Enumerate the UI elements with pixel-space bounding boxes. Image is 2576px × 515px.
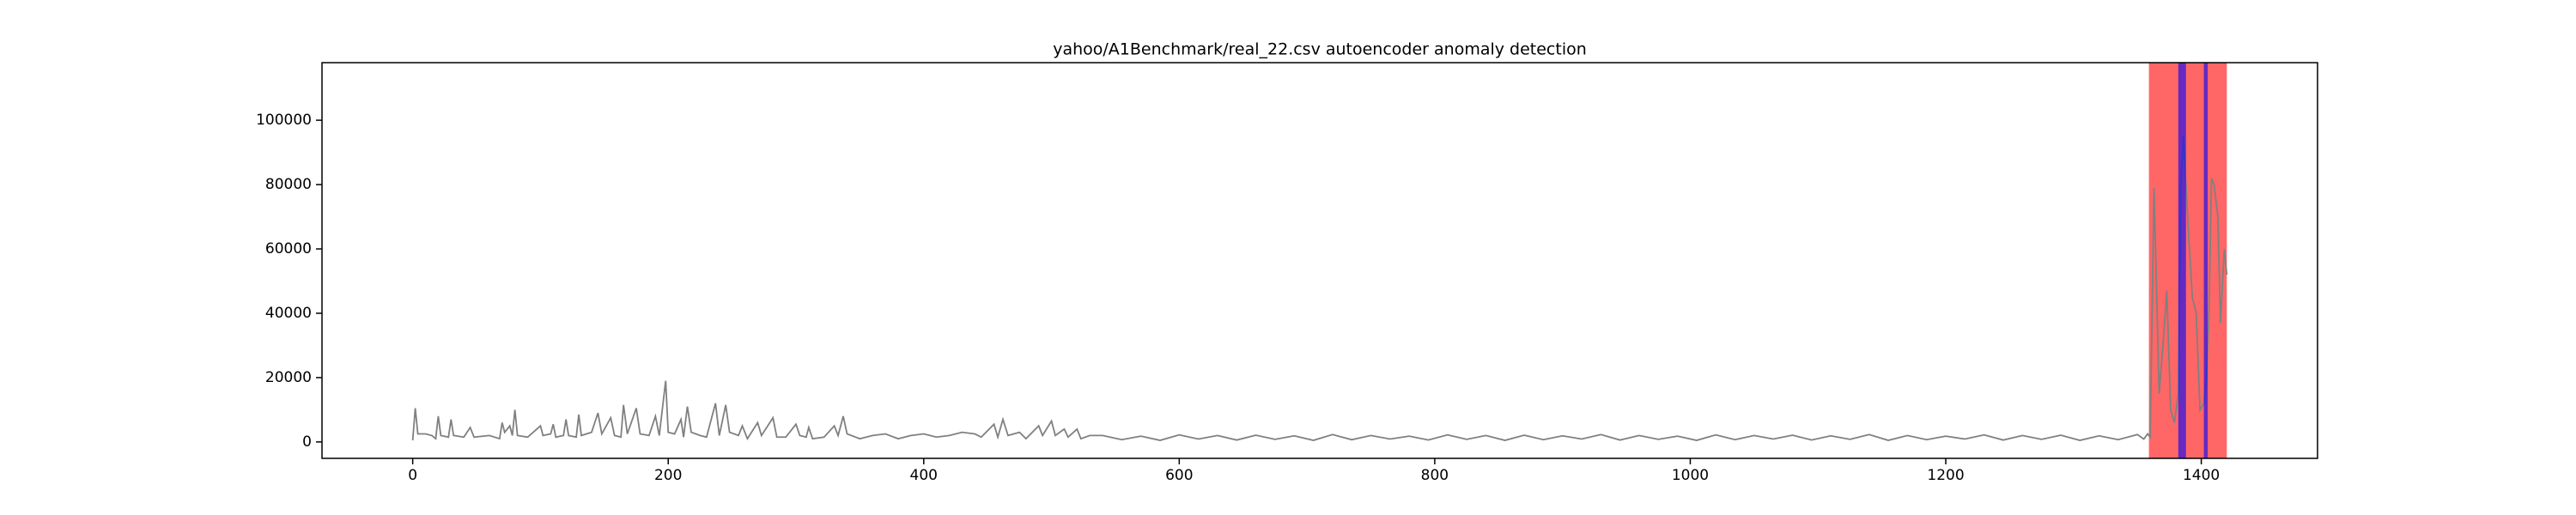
x-tick-label: 1000 xyxy=(1672,467,1709,484)
x-tick-label: 200 xyxy=(654,467,682,484)
x-tick-label: 0 xyxy=(408,467,417,484)
x-tick-label: 600 xyxy=(1165,467,1193,484)
data-line xyxy=(411,136,2228,441)
detected-span xyxy=(2203,63,2208,458)
anomaly-span xyxy=(2148,63,2227,458)
chart-title: yahoo/A1Benchmark/real_22.csv autoencode… xyxy=(1053,40,1587,59)
x-tick-label: 1200 xyxy=(1927,467,1964,484)
y-tick-label: 20000 xyxy=(265,369,312,386)
plot-frame xyxy=(321,62,2318,459)
y-tick-label: 40000 xyxy=(265,305,312,322)
y-tick-label: 60000 xyxy=(265,240,312,258)
y-tick-label: 80000 xyxy=(265,176,312,193)
x-tick-label: 1400 xyxy=(2183,467,2220,484)
detected-span xyxy=(2178,63,2186,458)
x-tick-label: 800 xyxy=(1421,467,1449,484)
y-tick-label: 0 xyxy=(302,433,312,451)
y-tick-label: 100000 xyxy=(256,112,312,129)
x-tick-label: 400 xyxy=(910,467,938,484)
